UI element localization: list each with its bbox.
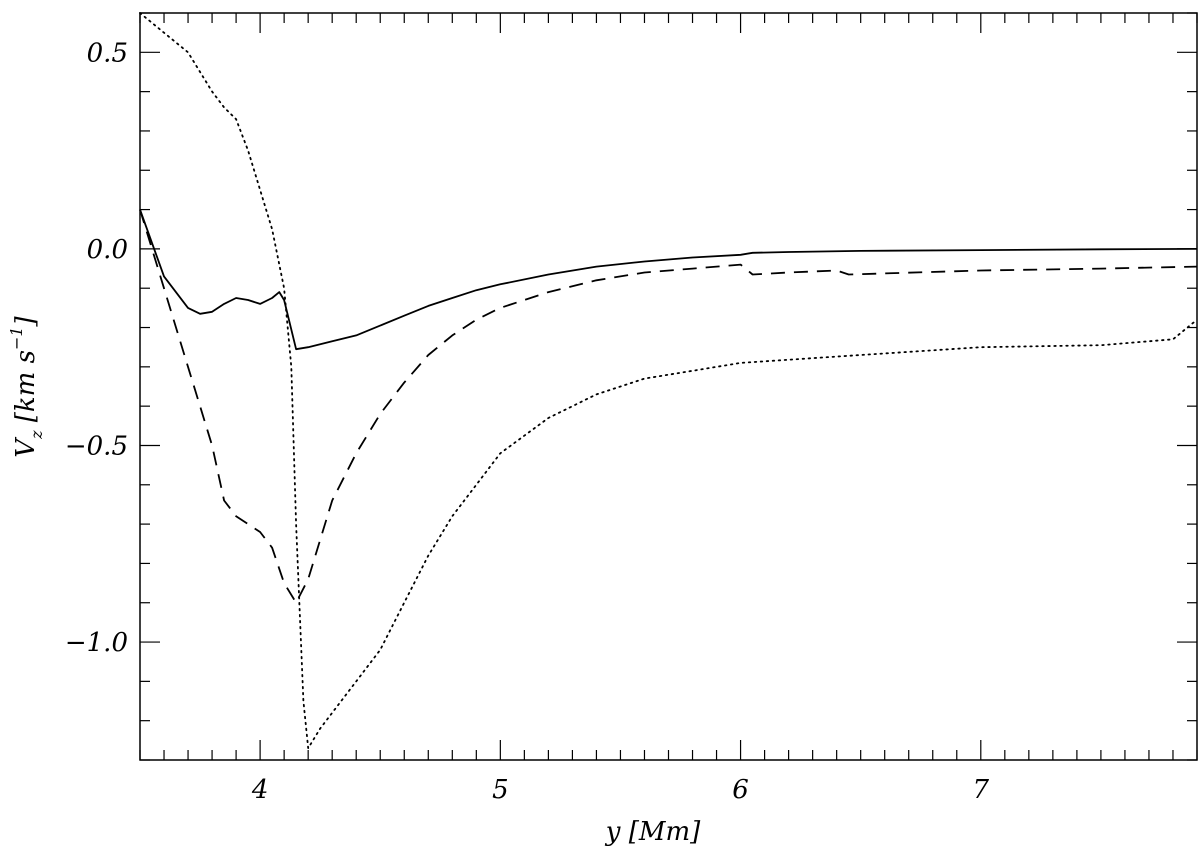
y-tick-label: −1.0 (65, 628, 128, 658)
plot-frame (139, 12, 1198, 761)
series-solid-line (139, 209, 1198, 351)
series-dashed-line (139, 209, 1198, 604)
series-layer (139, 12, 1198, 750)
x-axis-title: y [Mm] (605, 817, 701, 847)
x-tick-label: 7 (973, 775, 990, 805)
x-tick-label: 4 (251, 775, 269, 805)
x-tick-label: 6 (732, 775, 749, 805)
y-axis-title: Vz [km s−1] (7, 315, 46, 457)
series-dotted-line (139, 12, 1198, 750)
y-tick-label: 0.5 (87, 38, 128, 68)
y-tick-label: −0.5 (65, 431, 128, 461)
y-tick-label: 0.0 (87, 235, 128, 265)
ticks-layer (139, 12, 1198, 761)
x-tick-label: 5 (492, 775, 509, 805)
labels-layer: 4 5 6 7 0.5 0.0 −0.5 −1.0 (65, 38, 990, 805)
